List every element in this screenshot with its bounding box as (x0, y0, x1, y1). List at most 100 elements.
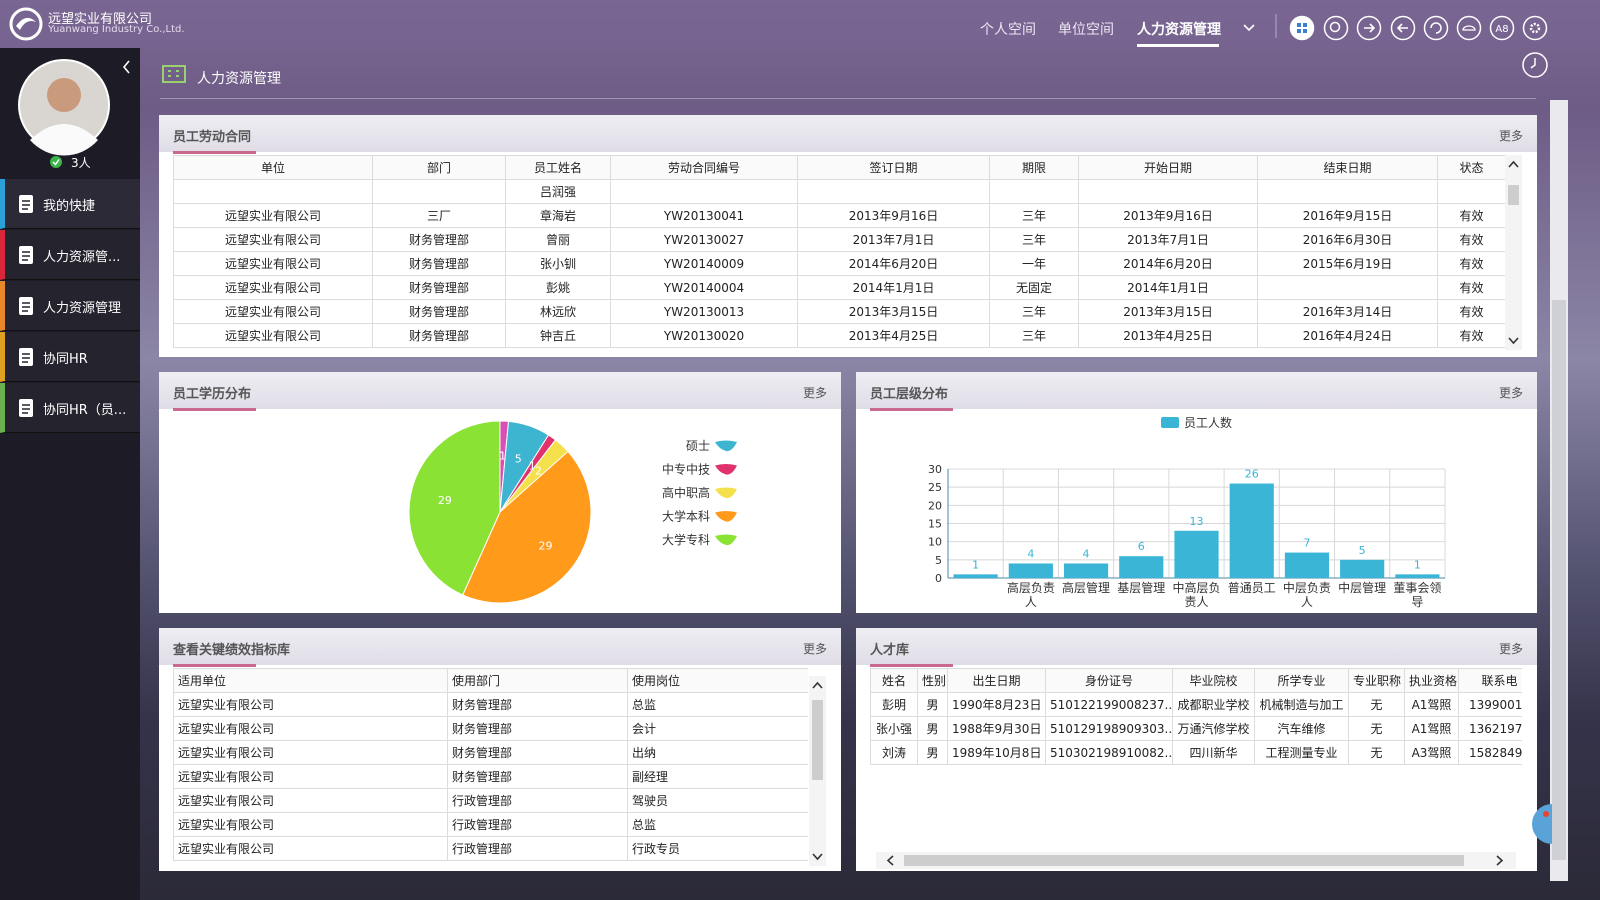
table-row[interactable]: 远望实业有限公司 财务管理部 林远欣 YW20130013 2013年3月15日 三年 20… (173, 299, 1506, 324)
panel-header: 员工层级分布 更多 (856, 372, 1537, 409)
table-cell: 远望实业有限公司 (173, 251, 373, 276)
table-cell: 会计 (627, 716, 808, 741)
table-cell: 张小钏 (505, 251, 611, 276)
table-cell: 2016年9月15日 (1257, 203, 1438, 228)
table-cell: 无 (1348, 716, 1405, 741)
nav-item[interactable]: 单位空间 (1058, 22, 1114, 38)
table-cell: 2013年9月16日 (797, 203, 990, 228)
legend-swatch (715, 534, 737, 546)
nav-item[interactable]: 人力资源管理 (1137, 22, 1221, 38)
toolbar-icon[interactable] (1456, 15, 1482, 41)
panel-header: 查看关键绩效指标库 更多 (159, 628, 841, 665)
building (162, 65, 186, 83)
column-header: 员工姓名 (505, 155, 611, 180)
table-cell (372, 179, 506, 204)
table-cell: 三年 (989, 203, 1079, 228)
table-row[interactable]: 刘涛男 1989年10月8日 510302198910082... 四川新华 工程测量专… (870, 740, 1522, 765)
column-header: 出生日期 (947, 668, 1046, 693)
table-row[interactable]: 远望实业有限公司 财务管理部 总监 (173, 692, 808, 717)
icon-ring (1323, 15, 1349, 41)
h-scroll-thumb[interactable] (904, 855, 1464, 866)
scrollbar[interactable] (1505, 155, 1522, 350)
table-row[interactable]: 远望实业有限公司 行政管理部 行政专员 (173, 836, 808, 861)
menu-icon-shape (19, 246, 33, 264)
toolbar-icon[interactable] (1522, 15, 1548, 41)
column-header: 适用单位 (173, 668, 448, 693)
column-header: 使用部门 (447, 668, 628, 693)
table-row[interactable]: 远望实业有限公司 财务管理部 曾丽 YW20130027 2013年7月1日 三年 2013… (173, 227, 1506, 252)
toolbar-icon[interactable]: A8 (1489, 15, 1515, 41)
h-scrollbar[interactable] (876, 852, 1516, 869)
more-link[interactable]: 更多 (802, 642, 827, 656)
value-label: 1 (972, 558, 979, 571)
arrow-up (1508, 160, 1519, 168)
menu-item[interactable]: 协同HR（员... (0, 383, 140, 433)
table-row[interactable]: 远望实业有限公司 财务管理部 副经理 (173, 764, 808, 789)
table-row[interactable]: 远望实业有限公司 行政管理部 驾驶员 (173, 788, 808, 813)
scroll-arrows (1508, 160, 1519, 345)
menu-label: 我的快捷 (43, 199, 96, 214)
menu-item[interactable]: 协同HR (0, 332, 140, 382)
x-tick-label: 中层管理 (1338, 581, 1387, 595)
table-row[interactable]: 吕润强 (173, 179, 1506, 204)
table-row[interactable]: 远望实业有限公司 三厂 章海岩 YW20130041 2013年9月16日 三年 2013年… (173, 203, 1506, 228)
toolbar-icon[interactable] (1390, 15, 1416, 41)
table-cell: 2013年3月15日 (1078, 299, 1258, 324)
menu-icon (19, 195, 33, 213)
scrollbar[interactable] (809, 676, 826, 866)
toolbar-icon[interactable] (1289, 15, 1315, 41)
toolbar-icon[interactable] (1423, 15, 1449, 41)
logo-mark (16, 17, 36, 30)
table-cell: 远望实业有限公司 (173, 299, 373, 324)
icon-ring (1423, 15, 1449, 41)
panel-header: 员工学历分布 更多 (159, 372, 841, 409)
table-cell: 刘涛 (870, 740, 918, 765)
slice-label: 2 (535, 465, 542, 478)
table-cell: 510129198909303... (1045, 716, 1173, 741)
table-cell (1257, 275, 1438, 300)
panel-title-underline (870, 664, 953, 667)
menu-item[interactable]: 我的快捷 (0, 179, 140, 229)
scroll-thumb[interactable] (1508, 185, 1519, 205)
table-row[interactable]: 张小强男 1988年9月30日 510129198909303... 万通汽修学校 汽车… (870, 716, 1522, 741)
menu-item[interactable]: 人力资源管理 (0, 281, 140, 331)
more-link[interactable]: 更多 (1498, 642, 1523, 656)
table-cell: 财务管理部 (447, 692, 628, 717)
table-row[interactable]: 远望实业有限公司 财务管理部 会计 (173, 716, 808, 741)
legend-swatch (715, 440, 737, 452)
menu-icon-lines (22, 302, 30, 312)
clock-hands (1530, 58, 1536, 69)
column-header: 开始日期 (1078, 155, 1258, 180)
menu-item[interactable]: 人力资源管... (0, 230, 140, 280)
table-row[interactable]: 远望实业有限公司 行政管理部 总监 (173, 812, 808, 837)
bar (1340, 559, 1385, 578)
table-row[interactable]: 彭明男 1990年8月23日 510122199008237... 成都职业学校 机械制… (870, 692, 1522, 717)
table-row[interactable]: 远望实业有限公司 财务管理部 出纳 (173, 740, 808, 765)
table-cell: 远望实业有限公司 (173, 812, 448, 837)
more-link[interactable]: 更多 (802, 386, 827, 400)
table-cell: 行政管理部 (447, 788, 628, 813)
table-cell: 2016年6月30日 (1257, 227, 1438, 252)
column-header: 单位 (173, 155, 373, 180)
table-header-row: 适用单位 使用部门 使用岗位 (173, 668, 808, 693)
table-cell: 2013年3月15日 (797, 299, 990, 324)
value-label: 6 (1138, 540, 1145, 553)
page-scroll-thumb[interactable] (1552, 300, 1566, 860)
table-row[interactable]: 远望实业有限公司 财务管理部 彭姚 YW20140004 2014年1月1日 无固定 201… (173, 275, 1506, 300)
table-row[interactable]: 远望实业有限公司 财务管理部 钟吉丘 YW20130020 2013年4月25日 三年 20… (173, 323, 1506, 348)
icon-glyph (1430, 22, 1442, 34)
table-cell: 四川新华 (1172, 740, 1255, 765)
value-label: 1 (1414, 558, 1421, 571)
more-link[interactable]: 更多 (1498, 129, 1523, 143)
page-title-icon (162, 65, 186, 83)
scroll-thumb[interactable] (812, 700, 823, 780)
table-cell: 财务管理部 (372, 227, 506, 252)
table-row[interactable]: 远望实业有限公司 财务管理部 张小钏 YW20140009 2014年6月20日 一年 20… (173, 251, 1506, 276)
toolbar-icon[interactable] (1323, 15, 1349, 41)
toolbar-icon[interactable] (1356, 15, 1382, 41)
table-cell: 510122199008237... (1045, 692, 1173, 717)
nav-item[interactable]: 个人空间 (980, 22, 1036, 38)
more-link[interactable]: 更多 (1498, 386, 1523, 400)
table-cell: 2016年4月24日 (1257, 323, 1438, 348)
